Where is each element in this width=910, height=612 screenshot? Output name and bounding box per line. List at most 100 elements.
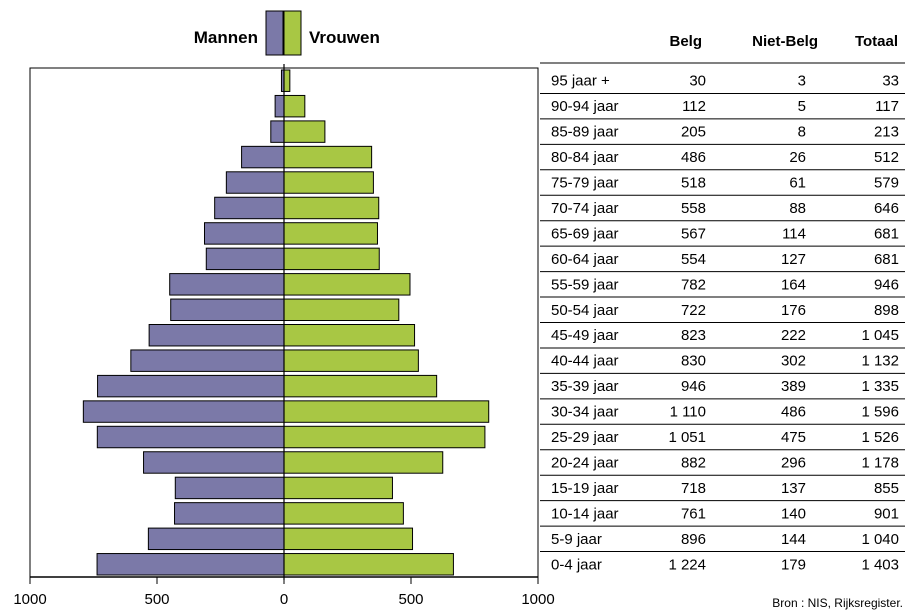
table-headers: Belg Niet-Belg Totaal bbox=[669, 33, 898, 50]
bar-women bbox=[283, 553, 454, 576]
belg-value: 30 bbox=[689, 73, 706, 90]
niet-belg-value: 127 bbox=[781, 251, 806, 268]
niet-belg-value: 302 bbox=[781, 353, 806, 370]
niet-belg-value: 114 bbox=[782, 225, 806, 242]
totaal-value: 1 045 bbox=[861, 327, 899, 344]
bar-men bbox=[274, 94, 285, 118]
bar-women bbox=[283, 502, 404, 525]
bar-men bbox=[214, 196, 285, 220]
totaal-value: 946 bbox=[874, 276, 899, 293]
age-label: 80-84 jaar bbox=[551, 149, 619, 166]
x-tick-label: 500 bbox=[398, 591, 423, 608]
totaal-value: 1 526 bbox=[861, 429, 899, 446]
legend-women-label: Vrouwen bbox=[309, 28, 380, 47]
bars-group bbox=[82, 69, 490, 576]
niet-belg-value: 61 bbox=[789, 175, 806, 192]
totaal-value: 213 bbox=[874, 124, 899, 141]
niet-belg-value: 26 bbox=[789, 149, 806, 166]
totaal-value: 646 bbox=[874, 200, 899, 217]
totaal-value: 1 178 bbox=[861, 454, 899, 471]
belg-value: 823 bbox=[681, 327, 706, 344]
age-label: 65-69 jaar bbox=[551, 225, 619, 242]
bar-men bbox=[82, 400, 285, 423]
totaal-value: 512 bbox=[874, 149, 899, 166]
age-label: 55-59 jaar bbox=[551, 276, 619, 293]
belg-value: 882 bbox=[681, 454, 706, 471]
bar-men bbox=[97, 374, 285, 398]
belg-value: 718 bbox=[681, 480, 706, 497]
belg-value: 205 bbox=[681, 124, 706, 141]
belg-value: 946 bbox=[681, 378, 706, 395]
bar-men bbox=[147, 527, 285, 551]
bar-men bbox=[170, 298, 285, 321]
bar-men bbox=[169, 273, 285, 296]
belg-value: 830 bbox=[681, 353, 706, 370]
age-label: 25-29 jaar bbox=[551, 429, 619, 446]
bar-women bbox=[283, 527, 414, 551]
niet-belg-value: 88 bbox=[789, 200, 806, 217]
legend-men-swatch bbox=[265, 10, 284, 56]
belg-value: 1 224 bbox=[668, 556, 706, 573]
niet-belg-value: 137 bbox=[781, 480, 806, 497]
bar-men bbox=[174, 476, 285, 500]
x-axis: 1000 500 0 500 1000 bbox=[13, 576, 555, 608]
age-label: 10-14 jaar bbox=[551, 505, 619, 522]
bar-men bbox=[148, 324, 285, 347]
bar-women bbox=[283, 298, 400, 321]
bar-women bbox=[283, 400, 490, 423]
belg-value: 722 bbox=[681, 302, 706, 319]
bar-women bbox=[283, 247, 380, 271]
niet-belg-value: 475 bbox=[781, 429, 806, 446]
header-totaal: Totaal bbox=[855, 33, 898, 50]
age-label: 75-79 jaar bbox=[551, 175, 619, 192]
bar-women bbox=[283, 222, 378, 245]
belg-value: 112 bbox=[682, 98, 706, 115]
age-label: 50-54 jaar bbox=[551, 302, 619, 319]
niet-belg-value: 296 bbox=[781, 454, 806, 471]
age-label: 45-49 jaar bbox=[551, 327, 619, 344]
bar-men bbox=[96, 553, 285, 576]
bar-women bbox=[283, 171, 374, 194]
bar-women bbox=[283, 273, 411, 296]
belg-value: 1 051 bbox=[668, 429, 706, 446]
niet-belg-value: 3 bbox=[798, 73, 806, 90]
bar-men bbox=[203, 222, 285, 245]
legend-men-label: Mannen bbox=[194, 28, 258, 47]
header-belg: Belg bbox=[669, 33, 702, 50]
x-tick-label: 1000 bbox=[13, 591, 46, 608]
niet-belg-value: 8 bbox=[798, 124, 806, 141]
x-tick-label: 0 bbox=[280, 591, 288, 608]
totaal-value: 117 bbox=[875, 98, 899, 115]
totaal-value: 901 bbox=[874, 505, 899, 522]
bar-women bbox=[283, 349, 419, 372]
bar-men bbox=[225, 171, 285, 194]
niet-belg-value: 486 bbox=[781, 404, 806, 421]
age-label: 40-44 jaar bbox=[551, 353, 619, 370]
bar-women bbox=[283, 196, 380, 220]
niet-belg-value: 144 bbox=[781, 531, 806, 548]
bar-women bbox=[283, 451, 444, 474]
niet-belg-value: 179 bbox=[781, 556, 806, 573]
legend-women-swatch bbox=[283, 10, 302, 56]
totaal-value: 579 bbox=[874, 175, 899, 192]
bar-men bbox=[270, 120, 285, 143]
totaal-value: 898 bbox=[874, 302, 899, 319]
belg-value: 554 bbox=[681, 251, 706, 268]
age-label: 90-94 jaar bbox=[551, 98, 619, 115]
row-dividers bbox=[540, 92, 905, 553]
x-tick-label: 1000 bbox=[521, 591, 554, 608]
bar-women bbox=[283, 145, 373, 169]
bar-women bbox=[283, 120, 326, 143]
totaal-value: 681 bbox=[874, 251, 899, 268]
totaal-value: 33 bbox=[882, 73, 899, 90]
age-label: 0-4 jaar bbox=[551, 556, 602, 573]
bar-women bbox=[283, 476, 393, 500]
niet-belg-value: 164 bbox=[781, 276, 806, 293]
age-label: 85-89 jaar bbox=[551, 124, 619, 141]
belg-value: 782 bbox=[681, 276, 706, 293]
bar-men bbox=[205, 247, 285, 271]
legend: Mannen Vrouwen bbox=[194, 10, 380, 56]
age-label: 35-39 jaar bbox=[551, 378, 619, 395]
age-label: 15-19 jaar bbox=[551, 480, 619, 497]
